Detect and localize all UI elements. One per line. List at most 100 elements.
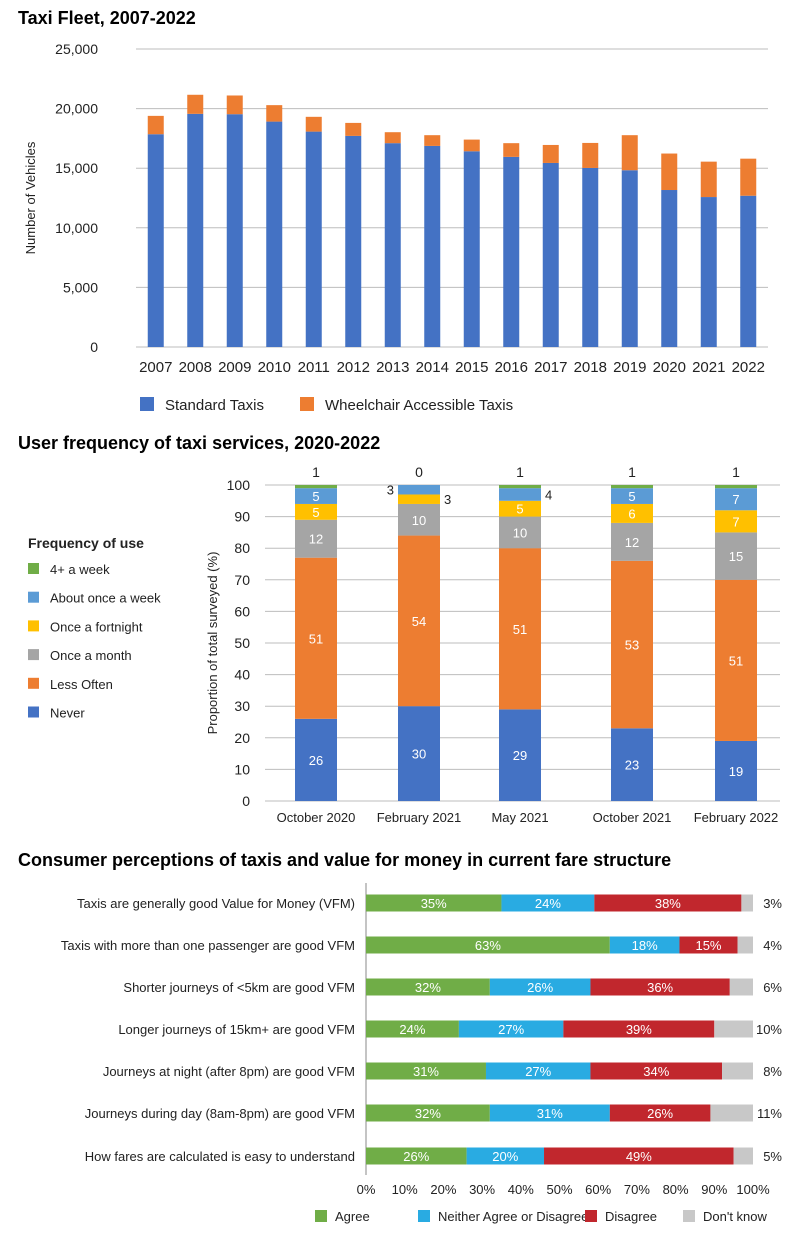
bar-segment xyxy=(499,500,541,517)
bar-segment xyxy=(733,1147,753,1165)
bar-segment xyxy=(463,139,480,152)
category-label: Longer journeys of 15km+ are good VFM xyxy=(118,1022,355,1037)
data-label: 29 xyxy=(513,748,527,763)
legend-label: Never xyxy=(50,706,85,721)
category-label: Journeys during day (8am-8pm) are good V… xyxy=(85,1106,355,1121)
bar-segment xyxy=(295,557,337,719)
data-label: 31% xyxy=(413,1064,439,1079)
data-label: 10 xyxy=(513,525,527,540)
bar-segment xyxy=(590,978,730,996)
bar-segment xyxy=(226,114,243,348)
x-tick-label: 2010 xyxy=(258,359,291,376)
legend-swatch xyxy=(28,591,39,603)
bar-segment xyxy=(458,1020,564,1038)
x-tick-label: October 2020 xyxy=(277,810,356,825)
bar-segment xyxy=(714,1020,753,1038)
bar-segment xyxy=(366,894,502,912)
legend-title: Frequency of use xyxy=(28,535,144,551)
data-label: 5 xyxy=(516,502,523,517)
bar-segment xyxy=(740,195,757,347)
bar-segment xyxy=(366,936,610,954)
y-tick-label: 25,000 xyxy=(55,41,98,57)
bar-segment xyxy=(295,519,337,558)
y-tick-label: 30 xyxy=(234,698,250,714)
y-tick-label: 20,000 xyxy=(55,101,98,117)
taxi-fleet-chart: 0 5,000 10,000 15,000 20,000 25,000 Number of … xyxy=(23,41,768,414)
legend-swatch xyxy=(28,563,39,574)
bar-segment xyxy=(729,978,753,996)
x-tick-label: 60% xyxy=(585,1182,611,1197)
x-tick-label: February 2022 xyxy=(694,810,779,825)
data-label: 5 xyxy=(628,489,635,504)
bar-segment xyxy=(463,151,480,347)
data-label: 26 xyxy=(309,753,323,768)
data-label-dont-know: 3% xyxy=(763,896,782,911)
bar-segment xyxy=(147,115,164,135)
x-tick-label: 2021 xyxy=(692,359,725,376)
x-tick-label: February 2021 xyxy=(377,810,462,825)
bar-segment xyxy=(700,161,717,198)
x-tick-label: October 2021 xyxy=(593,810,672,825)
legend-swatch xyxy=(28,677,39,689)
bar-segment xyxy=(398,494,440,504)
data-label: 15 xyxy=(729,549,743,564)
y-tick-label: 70 xyxy=(234,572,250,588)
bar-segment xyxy=(611,728,653,801)
x-tick-label: 2015 xyxy=(455,359,488,376)
bar-segment xyxy=(398,706,440,801)
data-label: 26% xyxy=(403,1149,429,1164)
legend-label: 4+ a week xyxy=(50,562,110,577)
bar-segment xyxy=(295,488,337,504)
bar-segment xyxy=(740,158,757,196)
data-label: 32% xyxy=(415,1106,441,1121)
legend-label: Neither Agree or Disagree xyxy=(438,1209,588,1224)
data-label: 24% xyxy=(399,1022,425,1037)
bar-segment xyxy=(295,503,337,520)
data-label-top: 1 xyxy=(516,464,524,480)
bar-segment xyxy=(611,503,653,523)
bar-segment xyxy=(661,190,678,347)
legend-swatch xyxy=(683,1210,695,1222)
bar-segment xyxy=(398,535,440,707)
x-tick-label: 70% xyxy=(624,1182,650,1197)
legend-label: About once a week xyxy=(50,591,161,606)
bar-segment xyxy=(226,95,243,115)
bar-segment xyxy=(345,122,362,136)
bar-segment xyxy=(542,162,559,347)
y-tick-label: 80 xyxy=(234,540,250,556)
bar-segment xyxy=(611,488,653,504)
x-tick-label: 100% xyxy=(736,1182,770,1197)
data-label: 54 xyxy=(412,614,426,629)
category-label: Journeys at night (after 8pm) are good V… xyxy=(103,1064,355,1079)
data-label-dont-know: 8% xyxy=(763,1064,782,1079)
bar-segment xyxy=(679,936,738,954)
y-tick-label: 15,000 xyxy=(55,160,98,176)
data-label-top: 0 xyxy=(415,464,423,480)
bar-segment xyxy=(594,894,742,912)
bar-segment xyxy=(305,131,322,347)
y-tick-label: 0 xyxy=(90,339,98,355)
bar-segment xyxy=(424,145,441,347)
bar-segment xyxy=(489,978,591,996)
category-label: How fares are calculated is easy to unde… xyxy=(85,1149,355,1164)
legend-label: Once a month xyxy=(50,648,132,663)
bar-segment xyxy=(499,488,541,501)
data-label: 12 xyxy=(625,535,639,550)
x-tick-label: 50% xyxy=(546,1182,572,1197)
data-label: 10 xyxy=(412,513,426,528)
y-tick-label: 90 xyxy=(234,509,250,525)
data-label: 4 xyxy=(545,487,552,502)
data-label-dont-know: 5% xyxy=(763,1149,782,1164)
data-label: 3 xyxy=(444,492,451,507)
bar-segment xyxy=(700,197,717,347)
bar-segment xyxy=(611,560,653,729)
legend-swatch xyxy=(28,649,39,661)
data-label-dont-know: 4% xyxy=(763,938,782,953)
y-tick-label: 10 xyxy=(234,761,250,777)
data-label: 51 xyxy=(309,631,323,646)
chart1-title: Taxi Fleet, 2007-2022 xyxy=(18,8,196,28)
data-label: 49% xyxy=(626,1149,652,1164)
data-label-dont-know: 11% xyxy=(757,1106,782,1121)
